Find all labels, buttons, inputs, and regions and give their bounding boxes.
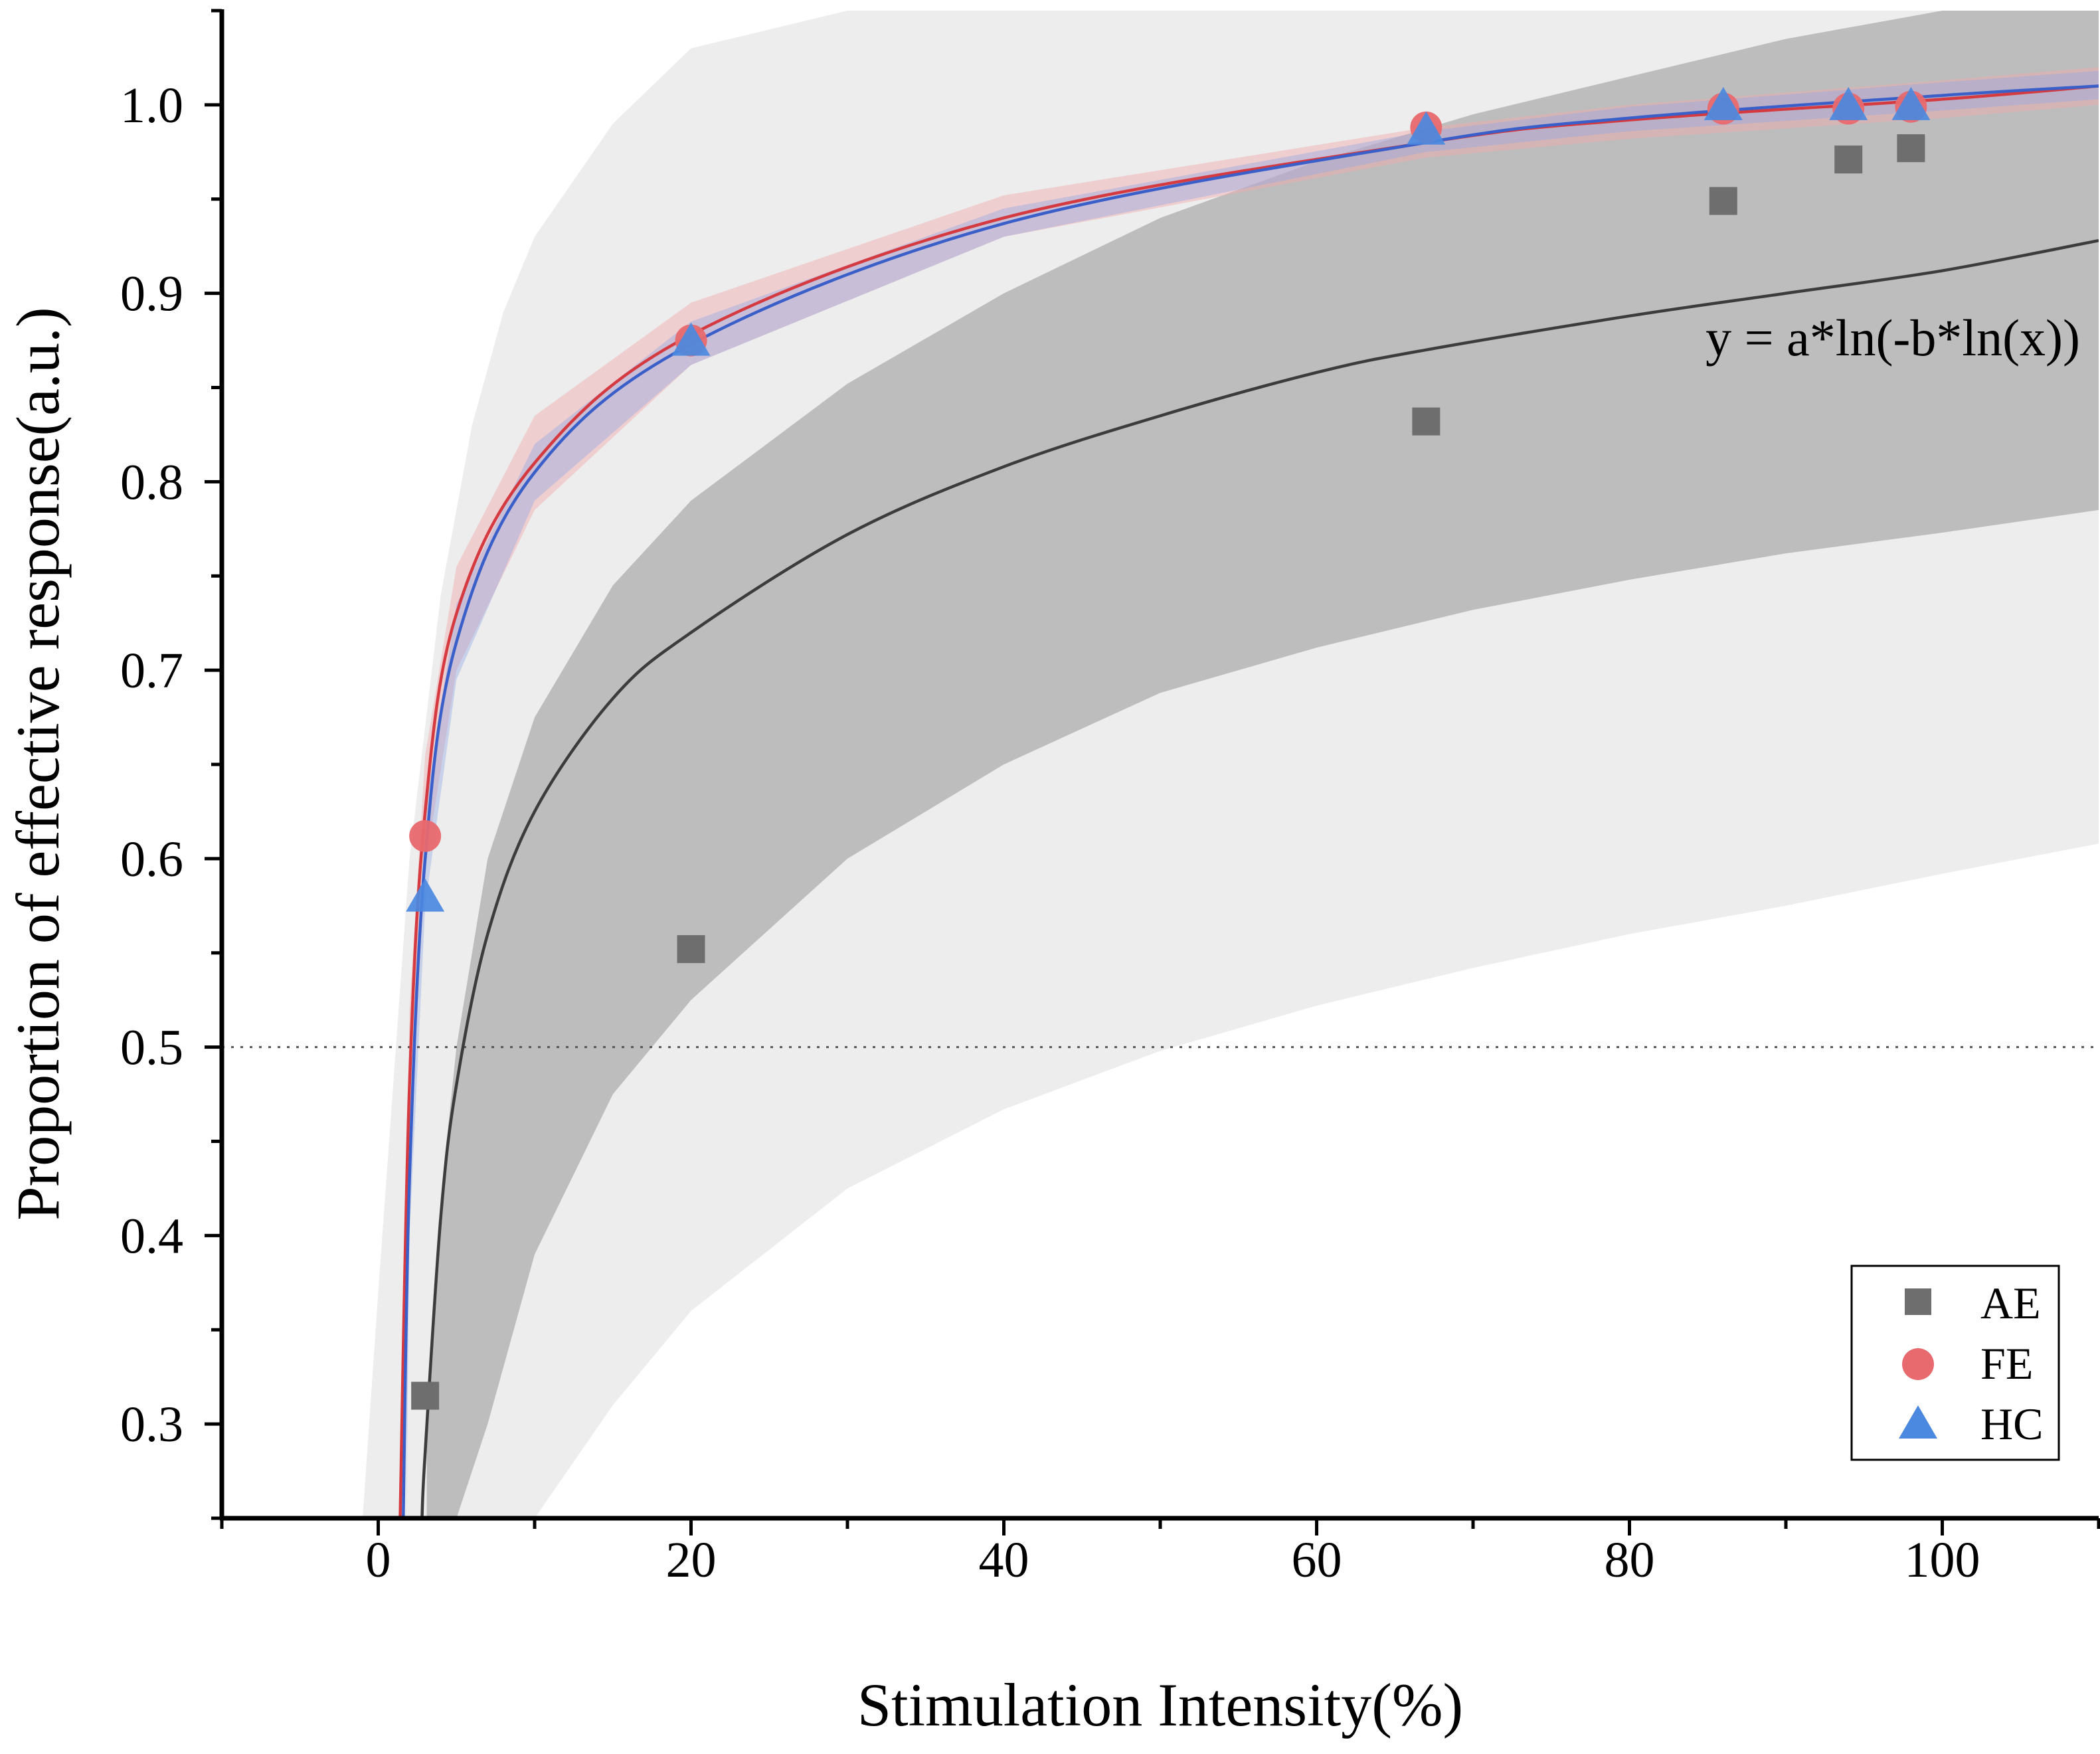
axes: 0 20 40 60 80 100 0.3 0.4 0.5 0.6 0.7 0.8 0.9 1.0 xyxy=(120,9,2100,1588)
y-tick-label: 0.6 xyxy=(120,832,183,887)
x-ticks: 0 20 40 60 80 100 xyxy=(220,1518,2100,1588)
x-tick-label: 0 xyxy=(366,1532,391,1588)
x-tick-label: 60 xyxy=(1292,1532,1342,1588)
y-tick-label: 0.7 xyxy=(120,643,183,699)
legend-label-ae: AE xyxy=(1980,1278,2041,1328)
point-hc xyxy=(1704,86,1743,120)
confidence-bands xyxy=(363,11,2099,1518)
point-ae xyxy=(1897,134,1925,163)
point-ae xyxy=(1412,407,1441,436)
point-hc xyxy=(1407,111,1446,145)
point-ae xyxy=(1834,145,1863,174)
point-ae xyxy=(1709,187,1737,215)
point-ae xyxy=(411,1381,440,1410)
y-axis-title: Proportion of effective response(a.u.) xyxy=(4,307,72,1220)
x-tick-label: 80 xyxy=(1605,1532,1655,1588)
legend-box xyxy=(1850,1265,2060,1461)
x-tick-label: 40 xyxy=(979,1532,1029,1588)
legend-label-fe: FE xyxy=(1980,1338,2033,1389)
point-ae xyxy=(677,935,705,964)
fit-curve-hc xyxy=(401,84,2099,1518)
fit-equation: y = a*ln(-b*ln(x)) xyxy=(1706,309,2080,367)
y-tick-label: 0.9 xyxy=(120,266,183,322)
x-tick-label: 100 xyxy=(1905,1532,1980,1588)
legend: AE FE HC xyxy=(1850,1265,2060,1461)
point-fe xyxy=(409,820,442,852)
legend-marker-hc xyxy=(1899,1405,1937,1439)
legend-marker-fe xyxy=(1902,1348,1934,1380)
x-axis-title: Stimulation Intensity(%) xyxy=(857,1671,1463,1739)
band-ae-confidence xyxy=(426,11,2099,1518)
y-ticks: 0.3 0.4 0.5 0.6 0.7 0.8 0.9 1.0 xyxy=(120,9,222,1520)
point-hc xyxy=(406,878,445,912)
x-tick-label: 20 xyxy=(666,1532,717,1588)
data-points xyxy=(406,86,1931,1410)
point-hc xyxy=(1829,86,1868,120)
point-hc xyxy=(1891,86,1931,120)
y-tick-label: 0.4 xyxy=(120,1208,183,1264)
y-tick-label: 1.0 xyxy=(120,78,183,133)
legend-label-hc: HC xyxy=(1980,1399,2043,1449)
y-tick-label: 0.8 xyxy=(120,454,183,510)
y-tick-label: 0.5 xyxy=(120,1020,183,1076)
fit-curve-ae xyxy=(420,238,2099,1518)
fit-curve-fe xyxy=(398,84,2099,1518)
point-hc xyxy=(671,322,711,356)
fit-curves xyxy=(398,84,2099,1518)
legend-marker-ae xyxy=(1905,1288,1931,1315)
y-tick-label: 0.3 xyxy=(120,1397,183,1452)
